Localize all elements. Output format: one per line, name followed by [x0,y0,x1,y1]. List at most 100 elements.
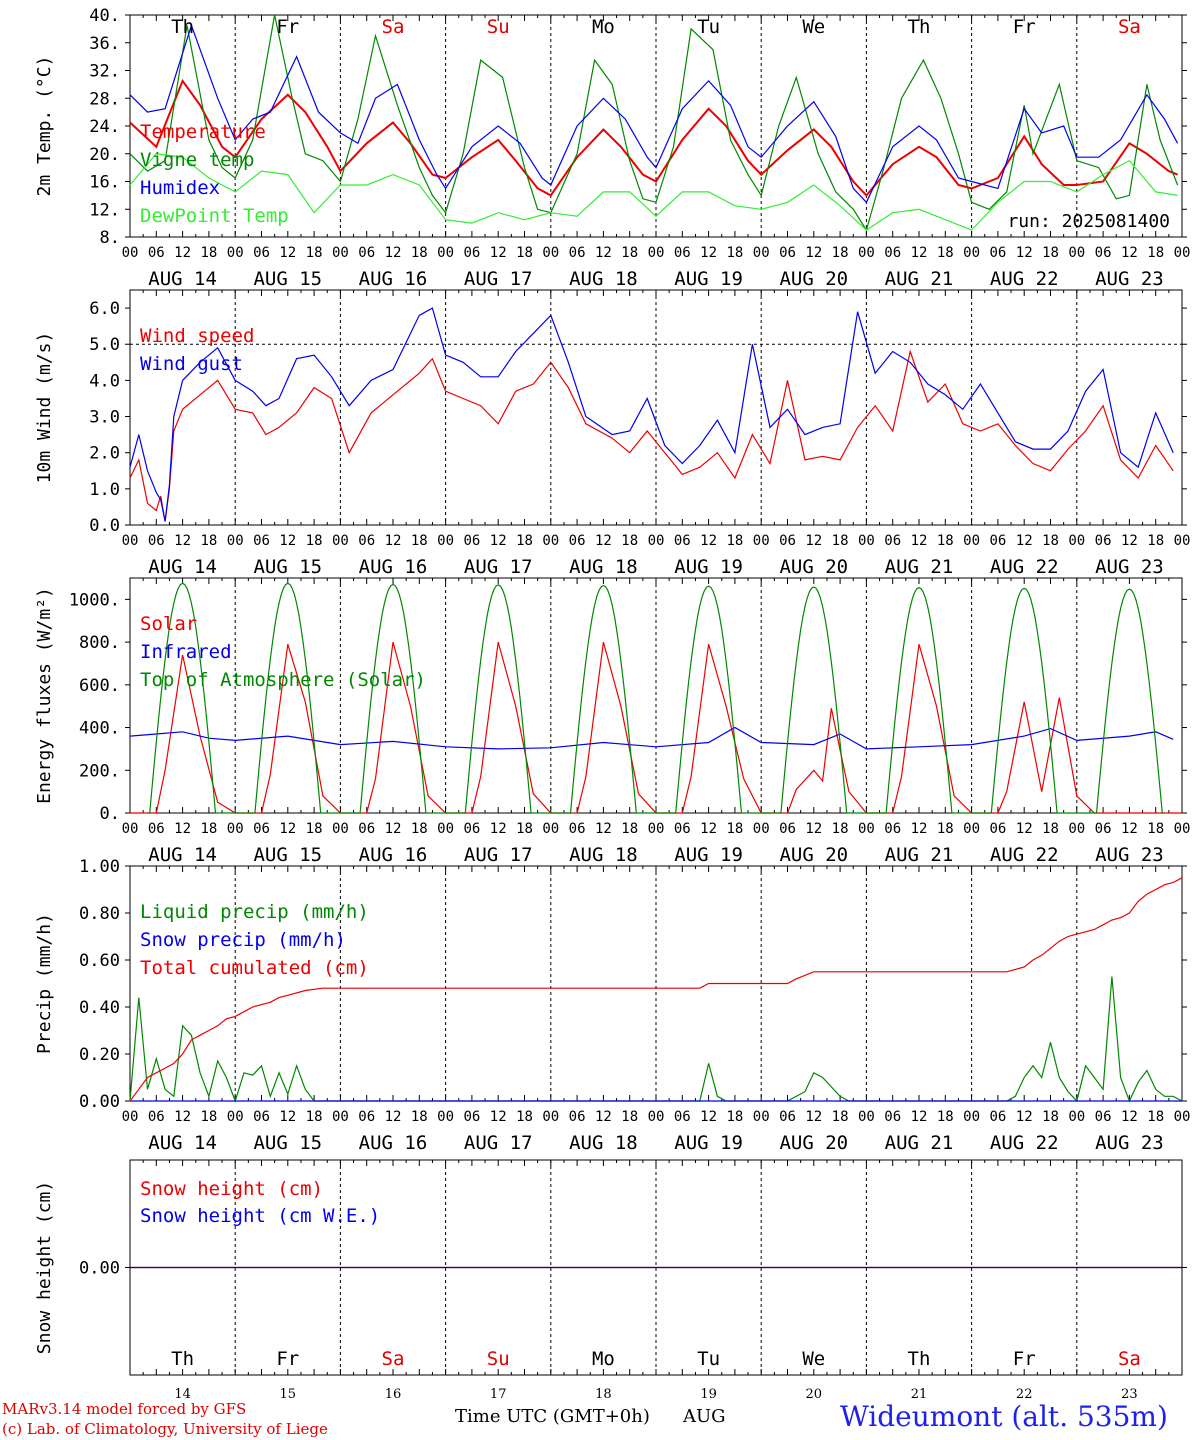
y-tick-label: 1000. [69,590,120,610]
x-hour-label: 00 [332,821,349,837]
x-date-label: AUG 15 [253,556,322,578]
weekday-label: Tu [697,16,720,38]
weekday-label: Sa [382,16,405,38]
x-hour-label: 12 [700,533,717,549]
x-hour-label: 12 [1121,245,1138,261]
x-hour-label: 12 [805,533,822,549]
day-number: 14 [174,1387,191,1402]
y-tick-label: 6.0 [89,299,120,319]
x-hour-label: 06 [253,533,270,549]
x-hour-label: 12 [1121,1109,1138,1125]
weekday-label: Th [908,1348,931,1370]
x-hour-label: 00 [227,1109,244,1125]
x-hour-label: 18 [1147,533,1164,549]
weekday-label: Sa [1118,16,1141,38]
day-number: 20 [806,1387,823,1402]
x-hour-label: 00 [227,533,244,549]
y-tick-label: 400. [79,719,120,739]
weekday-label: Mo [592,16,615,38]
x-date-label: AUG 20 [779,1132,848,1154]
x-hour-label: 18 [1042,245,1059,261]
legend-entry: Top of Atmosphere (Solar) [140,669,426,691]
x-hour-label: 00 [963,821,980,837]
x-date-label: AUG 20 [779,556,848,578]
x-hour-label: 12 [279,245,296,261]
x-hour-label: 00 [227,245,244,261]
weekday-label: Mo [592,1348,615,1370]
weekday-label: Th [908,16,931,38]
x-hour-label: 06 [358,533,375,549]
panel-4 [125,865,1187,1103]
weekday-label: Sa [1118,1348,1141,1370]
x-hour-label: 00 [753,1109,770,1125]
x-hour-label: 06 [358,1109,375,1125]
legend-entry: Temperature [140,121,266,143]
weekday-label: We [802,1348,825,1370]
x-hour-label: 00 [648,245,665,261]
x-hour-label: 18 [306,1109,323,1125]
panel-2 [125,289,1187,526]
day-number: 22 [1016,1387,1033,1402]
weekday-label: Th [171,16,194,38]
x-hour-label: 18 [937,533,954,549]
y-tick-label: 1.0 [89,480,120,500]
x-date-label: AUG 21 [885,1132,954,1154]
x-axis-title: Time UTC (GMT+0h) [455,1406,650,1427]
x-date-label: AUG 22 [990,844,1059,866]
x-hour-label: 00 [332,245,349,261]
weekday-label: Fr [1013,1348,1036,1370]
legend-entry: Snow height (cm) [140,1178,323,1200]
y-tick-label: 0. [100,804,120,824]
x-date-label: AUG 18 [569,844,638,866]
x-hour-label: 06 [463,1109,480,1125]
credit-line-2: (c) Lab. of Climatology, University of L… [2,1420,328,1438]
x-hour-label: 12 [385,533,402,549]
y-tick-label: 36. [89,34,120,54]
y-axis-label: 10m Wind (m/s) [34,332,55,484]
day-number: 19 [700,1387,717,1402]
x-date-label: AUG 17 [464,1132,533,1154]
weekday-label: Th [171,1348,194,1370]
x-hour-label: 06 [148,245,165,261]
x-date-label: AUG 23 [1095,1132,1164,1154]
x-hour-label: 12 [1016,533,1033,549]
y-tick-label: 0.60 [79,951,120,971]
x-date-label: AUG 16 [359,556,428,578]
x-hour-label: 06 [148,1109,165,1125]
panel-1 [125,14,1187,238]
x-hour-label: 06 [674,821,691,837]
x-hour-label: 12 [174,245,191,261]
series-line-total-cumulated-cm- [129,877,1183,1102]
x-hour-label: 12 [174,533,191,549]
x-hour-label: 00 [437,533,454,549]
x-date-label: AUG 15 [253,1132,322,1154]
y-tick-label: 5.0 [89,335,120,355]
x-hour-label: 06 [253,245,270,261]
run-annotation: run: 2025081400 [1007,211,1170,232]
x-hour-label: 00 [1068,821,1085,837]
x-hour-label: 06 [989,533,1006,549]
x-hour-label: 00 [542,245,559,261]
station-title: Wideumont (alt. 535m) [840,1400,1168,1433]
x-hour-label: 06 [779,1109,796,1125]
x-date-label: AUG 23 [1095,844,1164,866]
x-hour-label: 00 [648,533,665,549]
x-hour-label: 12 [279,533,296,549]
x-hour-label: 00 [1068,245,1085,261]
x-hour-label: 18 [516,245,533,261]
x-hour-label: 06 [358,821,375,837]
x-hour-label: 12 [385,1109,402,1125]
x-hour-label: 18 [937,1109,954,1125]
y-tick-label: 600. [79,676,120,696]
x-hour-label: 18 [200,1109,217,1125]
x-hour-label: 06 [463,821,480,837]
x-axis-month: AUG [683,1406,726,1427]
credit-line-1: MARv3.14 model forced by GFS [2,1400,247,1418]
x-hour-label: 12 [490,821,507,837]
weekday-label: Su [487,16,510,38]
x-hour-label: 00 [122,533,139,549]
x-hour-label: 06 [358,245,375,261]
x-hour-label: 18 [621,533,638,549]
x-hour-label: 00 [437,1109,454,1125]
x-hour-label: 06 [253,821,270,837]
